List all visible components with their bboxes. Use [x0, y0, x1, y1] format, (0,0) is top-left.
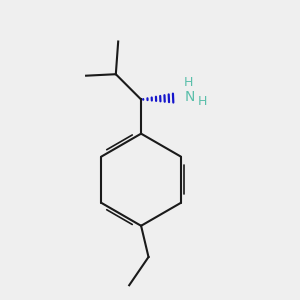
Text: N: N	[184, 89, 195, 103]
Text: H: H	[198, 95, 208, 108]
Text: H: H	[183, 76, 193, 89]
